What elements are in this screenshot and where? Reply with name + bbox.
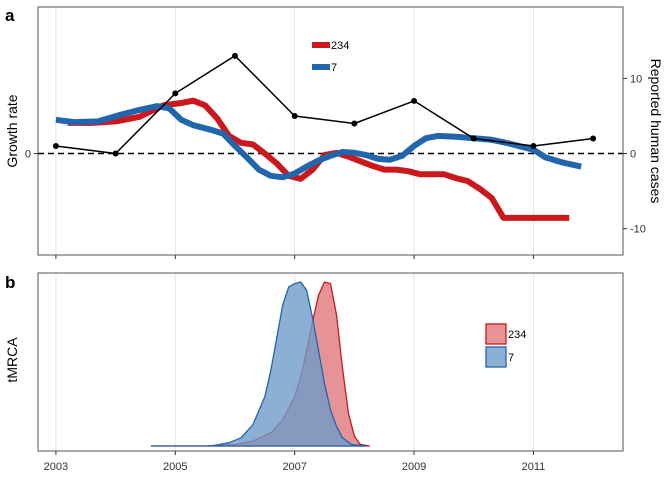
panel-b-axes: 2003 2005 2007 2009 2011 bbox=[44, 451, 546, 473]
panel-b-xtick-label-4: 2011 bbox=[522, 461, 546, 473]
panel-b-legend-key-0 bbox=[485, 323, 507, 345]
panel-b-legend: 234 7 bbox=[485, 323, 526, 368]
panel-a-ytick-left-label-0: 0 bbox=[25, 149, 31, 161]
panel-a-ylabel-left: Growth rate bbox=[4, 94, 20, 167]
panel-a-point-3 bbox=[231, 52, 238, 59]
panel-a-axes: -10 0 10 0 bbox=[25, 73, 646, 259]
panel-a-letter: a bbox=[5, 6, 15, 25]
panel-a-point-8 bbox=[530, 143, 537, 150]
panel-a-series bbox=[52, 52, 597, 221]
panel-a-point-9 bbox=[590, 135, 597, 142]
panel-a-series-line-2 bbox=[55, 55, 594, 155]
panel-b-legend-label-0: 234 bbox=[508, 329, 526, 341]
panel-a-point-2 bbox=[172, 90, 179, 97]
panel-a-ytick-right-label-0: -10 bbox=[630, 224, 646, 236]
panel-a-border bbox=[37, 6, 624, 256]
panel-a-ytick-right-label-2: 10 bbox=[630, 73, 642, 85]
panel-a-legend: 234 7 bbox=[312, 40, 349, 74]
panel-b-xtick-label-0: 2003 bbox=[44, 461, 68, 473]
panel-b-density-1 bbox=[150, 281, 367, 447]
panel-a-ylabel-right: Reported human cases bbox=[648, 59, 664, 204]
panel-a-series-line-1 bbox=[55, 103, 582, 181]
panel-b-legend-label-1: 7 bbox=[508, 352, 514, 364]
panel-a-ytick-right-label-1: 0 bbox=[630, 149, 636, 161]
panel-b-letter: b bbox=[5, 273, 15, 292]
panel-b-xtick-label-3: 2009 bbox=[402, 461, 426, 473]
panel-b-ylabel: tMRCA bbox=[4, 337, 20, 383]
panel-a-legend-label-0: 234 bbox=[331, 40, 349, 52]
panel-b-legend-key-1 bbox=[485, 346, 507, 368]
panel-b-xtick-label-1: 2005 bbox=[163, 461, 187, 473]
panel-a-legend-label-1: 7 bbox=[331, 62, 337, 74]
panel-a-point-4 bbox=[291, 112, 298, 119]
panel-a-point-0 bbox=[52, 143, 59, 150]
panel-a-point-1 bbox=[112, 150, 119, 157]
panel-a-point-7 bbox=[470, 135, 477, 142]
panel-b-border bbox=[37, 272, 624, 452]
panel-a-point-6 bbox=[411, 97, 418, 104]
panel-b-xtick-label-2: 2007 bbox=[282, 461, 306, 473]
panel-b-series bbox=[150, 281, 370, 447]
panel-a-point-5 bbox=[351, 120, 358, 127]
panel-a-grid bbox=[55, 7, 534, 255]
